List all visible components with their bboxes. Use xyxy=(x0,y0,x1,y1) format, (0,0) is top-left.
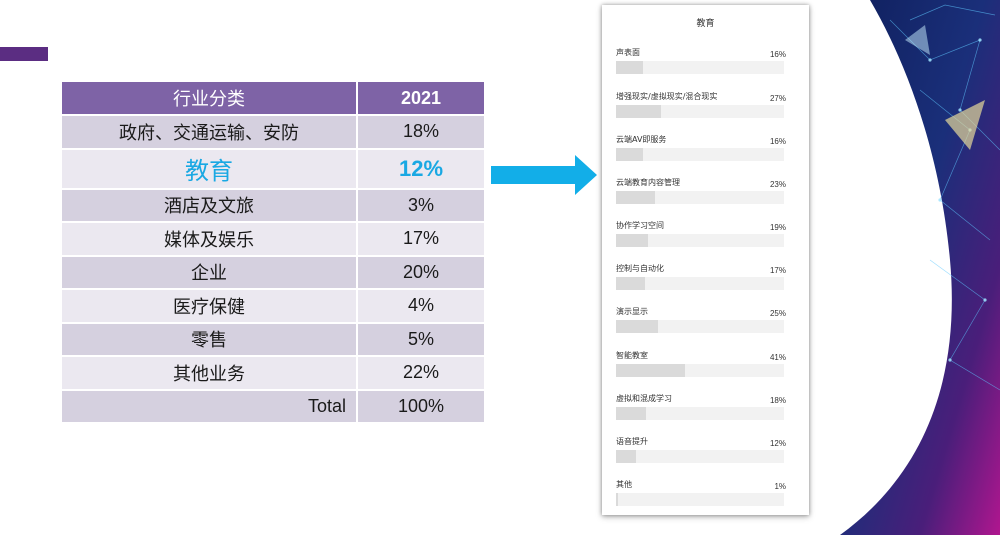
panel-item-bar-fill xyxy=(616,105,662,118)
panel-item-bar-track xyxy=(616,450,784,463)
panel-item-percent: 18% xyxy=(769,396,786,405)
table-row: 其他业务 22% xyxy=(60,355,486,391)
panel-item-percent: 17% xyxy=(769,266,786,275)
panel-item-percent: 16% xyxy=(769,50,786,59)
panel-item-label: 其他 xyxy=(616,480,632,489)
panel-title: 教育 xyxy=(696,19,715,29)
panel-item-percent: 25% xyxy=(769,309,786,318)
panel-item-percent: 19% xyxy=(769,223,786,232)
arrow-right-icon xyxy=(491,155,597,195)
row-name: 教育 xyxy=(60,147,358,190)
row-pct: 20% xyxy=(356,254,486,290)
panel-item-percent: 12% xyxy=(769,439,786,448)
panel-item-bar-track xyxy=(616,277,784,290)
accent-bar xyxy=(0,47,48,61)
header-category: 行业分类 xyxy=(60,80,358,116)
panel-item: 控制与自动化 17% xyxy=(616,263,786,299)
row-name: Total xyxy=(60,388,358,424)
row-name: 企业 xyxy=(60,254,358,290)
panel-item-label: 云端AV即服务 xyxy=(616,135,667,144)
panel-item-label: 声表面 xyxy=(616,48,640,57)
panel-item-bar-fill xyxy=(616,364,685,377)
panel-item-bar-track xyxy=(616,191,784,204)
panel-item-bar-fill xyxy=(616,148,643,161)
panel-item: 语音提升 12% xyxy=(616,436,786,472)
panel-item-bar-fill xyxy=(616,277,645,290)
table-row: 酒店及文旅 3% xyxy=(60,187,486,223)
panel-item: 云端AV即服务 16% xyxy=(616,134,786,170)
panel-item-bar-track xyxy=(616,493,784,506)
panel-item-bar-fill xyxy=(616,191,655,204)
table-row: 媒体及娱乐 17% xyxy=(60,221,486,257)
row-name: 政府、交通运输、安防 xyxy=(60,114,358,150)
panel-item-percent: 1% xyxy=(774,482,786,491)
panel-item-bar-track xyxy=(616,61,784,74)
panel-item-label: 协作学习空间 xyxy=(616,221,664,230)
panel-item-bar-track xyxy=(616,105,784,118)
panel-item-label: 智能教室 xyxy=(616,351,648,360)
row-pct: 3% xyxy=(356,187,486,223)
panel-item: 增强现实/虚拟现实/混合现实 27% xyxy=(616,91,786,127)
table-row-highlight: 教育 12% xyxy=(60,147,486,190)
table-row: 零售 5% xyxy=(60,321,486,357)
row-name: 零售 xyxy=(60,321,358,357)
panel-item-bar-fill xyxy=(616,61,643,74)
row-pct: 22% xyxy=(356,355,486,391)
panel-item: 云端教育内容管理 23% xyxy=(616,177,786,213)
panel-item-label: 虚拟和混成学习 xyxy=(616,394,672,403)
table-row: 医疗保健 4% xyxy=(60,288,486,324)
panel-item-bar-fill xyxy=(616,320,658,333)
panel-item-bar-fill xyxy=(616,493,618,506)
row-pct: 5% xyxy=(356,321,486,357)
industry-share-table: 行业分类 2021 政府、交通运输、安防 18% 教育 12% 酒店及文旅 3%… xyxy=(60,80,486,424)
row-pct: 18% xyxy=(356,114,486,150)
panel-item-bar-track xyxy=(616,320,784,333)
panel-item: 演示显示 25% xyxy=(616,306,786,342)
panel-item-label: 语音提升 xyxy=(616,437,648,446)
panel-item-label: 演示显示 xyxy=(616,307,648,316)
panel-item-percent: 23% xyxy=(769,180,786,189)
table-row: 政府、交通运输、安防 18% xyxy=(60,114,486,150)
panel-item-label: 增强现实/虚拟现实/混合现实 xyxy=(616,92,718,101)
panel-item: 智能教室 41% xyxy=(616,350,786,386)
panel-item-percent: 27% xyxy=(769,94,786,103)
panel-item-bar-track xyxy=(616,364,784,377)
panel-item-bar-fill xyxy=(616,234,648,247)
education-breakdown-panel: 教育 声表面 16% 增强现实/虚拟现实/混合现实 27% 云端AV即服务 16% 云端教育… xyxy=(602,5,809,515)
panel-item: 其他 1% xyxy=(616,479,786,515)
header-year: 2021 xyxy=(356,80,486,116)
panel-item-bar-fill xyxy=(616,450,637,463)
panel-item-percent: 41% xyxy=(769,353,786,362)
panel-item-bar-track xyxy=(616,148,784,161)
table-row: 企业 20% xyxy=(60,254,486,290)
panel-item: 声表面 16% xyxy=(616,47,786,83)
table-header-row: 行业分类 2021 xyxy=(60,80,486,116)
row-name: 其他业务 xyxy=(60,355,358,391)
panel-item-bar-fill xyxy=(616,407,647,420)
panel-item: 虚拟和混成学习 18% xyxy=(616,393,786,429)
row-pct: 100% xyxy=(356,388,486,424)
panel-item-bar-track xyxy=(616,234,784,247)
row-pct: 12% xyxy=(356,147,486,190)
row-pct: 17% xyxy=(356,221,486,257)
table-row-total: Total 100% xyxy=(60,388,486,424)
panel-item-label: 控制与自动化 xyxy=(616,264,664,273)
row-pct: 4% xyxy=(356,288,486,324)
panel-item-label: 云端教育内容管理 xyxy=(616,178,680,187)
row-name: 媒体及娱乐 xyxy=(60,221,358,257)
panel-item: 协作学习空间 19% xyxy=(616,220,786,256)
row-name: 医疗保健 xyxy=(60,288,358,324)
panel-item-bar-track xyxy=(616,407,784,420)
panel-item-percent: 16% xyxy=(769,137,786,146)
row-name: 酒店及文旅 xyxy=(60,187,358,223)
